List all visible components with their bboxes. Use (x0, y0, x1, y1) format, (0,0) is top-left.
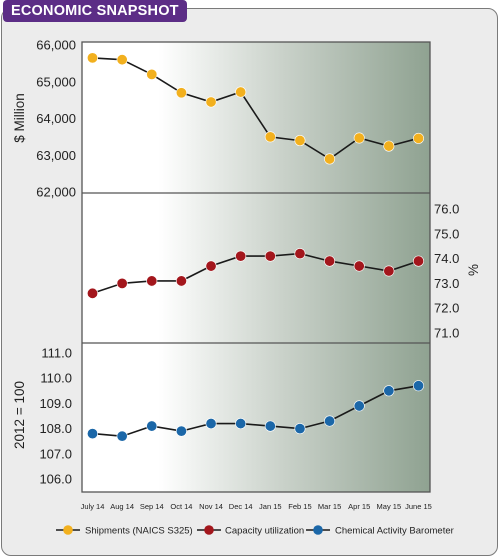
barometer-y-tick-label: 111.0 (41, 346, 72, 361)
x-tick-label: Sep 14 (140, 502, 164, 511)
barometer-y-tick-label: 108.0 (39, 421, 72, 436)
x-tick-label: Dec 14 (229, 502, 253, 511)
legend-marker-barometer (313, 525, 323, 535)
x-tick-label: Jan 15 (259, 502, 282, 511)
page-title: ECONOMIC SNAPSHOT (3, 0, 187, 22)
shipments-y-tick-label: 62,000 (36, 185, 76, 200)
legend-label: Chemical Activity Barometer (335, 526, 454, 537)
barometer-data-point (175, 425, 187, 437)
capacity-data-point (353, 260, 365, 272)
barometer-axis-label: 2012 = 100 (12, 381, 27, 449)
shipments-y-tick-label: 66,000 (36, 38, 76, 53)
shipments-data-point (146, 68, 158, 80)
shipments-data-point (87, 52, 99, 64)
x-tick-label: Apr 15 (348, 502, 370, 511)
capacity-data-point (146, 275, 158, 287)
x-tick-label: Oct 14 (170, 502, 192, 511)
barometer-data-point (235, 418, 247, 430)
barometer-data-point (264, 420, 276, 432)
capacity-y-tick-label: 71.0 (434, 326, 459, 341)
capacity-y-tick-label: 76.0 (434, 202, 459, 217)
capacity-data-point (324, 255, 336, 267)
x-tick-label: May 15 (377, 502, 402, 511)
shipments-data-point (205, 96, 217, 108)
x-tick-label: Mar 15 (318, 502, 341, 511)
barometer-y-tick-label: 107.0 (39, 446, 72, 461)
shipments-data-point (324, 153, 336, 165)
legend-marker-capacity (204, 525, 214, 535)
capacity-data-point (264, 250, 276, 262)
shipments-data-point (116, 54, 128, 66)
x-tick-label: June 15 (405, 502, 432, 511)
shipments-axis-label: $ Million (12, 93, 27, 143)
barometer-data-point (87, 428, 99, 440)
shipments-data-point (412, 132, 424, 144)
barometer-data-point (383, 385, 395, 397)
capacity-data-point (175, 275, 187, 287)
shipments-data-point (353, 132, 365, 144)
capacity-y-tick-label: 72.0 (434, 301, 459, 316)
barometer-y-tick-label: 110.0 (40, 371, 72, 386)
capacity-data-point (235, 250, 247, 262)
capacity-data-point (116, 277, 128, 289)
legend-label: Shipments (NAICS S325) (85, 526, 193, 537)
x-tick-label: Aug 14 (110, 502, 134, 511)
shipments-y-tick-label: 64,000 (36, 111, 76, 126)
x-tick-label: July 14 (81, 502, 105, 511)
capacity-y-tick-label: 75.0 (434, 226, 459, 241)
shipments-data-point (235, 86, 247, 98)
shipments-y-tick-label: 63,000 (36, 148, 76, 163)
capacity-data-point (383, 265, 395, 277)
shipments-data-point (294, 135, 306, 147)
legend-marker-shipments (63, 525, 73, 535)
capacity-y-tick-label: 74.0 (434, 251, 459, 266)
barometer-data-point (353, 400, 365, 412)
capacity-y-tick-label: 73.0 (434, 276, 459, 291)
shipments-data-point (383, 140, 395, 152)
barometer-data-point (116, 430, 128, 442)
capacity-data-point (412, 255, 424, 267)
shipments-y-tick-label: 65,000 (36, 74, 76, 89)
capacity-data-point (205, 260, 217, 272)
capacity-data-point (294, 248, 306, 260)
x-tick-label: Feb 15 (288, 502, 311, 511)
capacity-axis-label: % (466, 264, 481, 276)
barometer-data-point (146, 420, 158, 432)
capacity-data-point (87, 287, 99, 299)
barometer-y-tick-label: 106.0 (39, 472, 72, 487)
shipments-data-point (264, 131, 276, 143)
barometer-data-point (294, 423, 306, 435)
x-tick-label: Nov 14 (199, 502, 223, 511)
plot-background (82, 42, 430, 492)
plot-border (81, 41, 431, 493)
barometer-data-point (324, 415, 336, 427)
barometer-data-point (412, 380, 424, 392)
shipments-data-point (175, 87, 187, 99)
legend-label: Capacity utilization (225, 526, 304, 537)
barometer-data-point (205, 418, 217, 430)
barometer-y-tick-label: 109.0 (39, 396, 72, 411)
